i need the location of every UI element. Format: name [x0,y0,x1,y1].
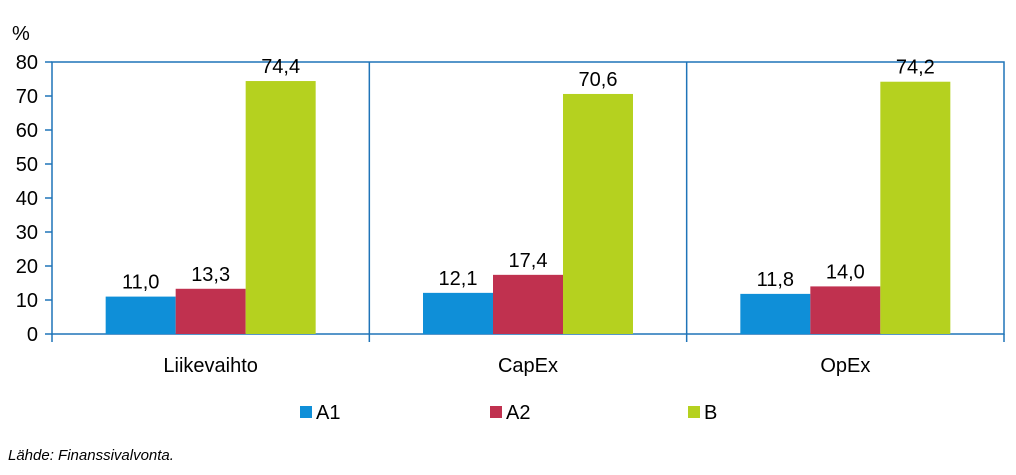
data-label: 70,6 [579,69,618,91]
data-labels: 11,0 13,3 74,4 12,1 17,4 70,6 11,8 14,0 74,2 [122,56,935,294]
legend-label: A1 [316,402,340,424]
y-tick-label: 80 [16,52,38,74]
bar-a1-opex [740,293,811,334]
legend-swatch [300,406,312,418]
bar-a2-opex [810,286,881,334]
y-tick-label: 60 [16,120,38,142]
data-label: 74,2 [896,57,935,79]
data-label: 74,4 [261,56,300,78]
bar-a2-capex [493,274,563,334]
legend-label: A2 [506,402,530,424]
source-note: Lähde: Finanssivalvonta. [8,447,174,464]
y-tick-label: 10 [16,290,38,312]
category-label: Liikevaihto [163,355,258,377]
legend-swatch [490,406,502,418]
data-label: 13,3 [191,264,230,286]
data-label: 11,0 [122,272,159,294]
y-tick-label: 70 [16,86,38,108]
y-tick-label: 40 [16,188,38,210]
bar-a1-capex [423,292,493,334]
y-tick-label: 0 [27,324,38,346]
category-label: OpEx [820,355,870,377]
bar-b-opex [880,81,951,334]
legend: A1 A2 B [300,402,717,424]
legend-label: B [704,402,717,424]
bar-a1-liikevaihto [105,296,176,334]
data-label: 14,0 [826,261,865,283]
y-tick-label: 50 [16,154,38,176]
bar-b-liikevaihto [245,81,316,334]
bar-b-capex [563,93,633,335]
y-tick-label: 30 [16,222,38,244]
x-axis: Liikevaihto CapEx OpEx [163,355,870,377]
y-axis: 0 10 20 30 40 50 60 70 80 [16,52,52,346]
data-label: 11,8 [757,269,794,291]
y-axis-unit-label: % [12,23,30,45]
legend-swatch [688,406,700,418]
data-label: 12,1 [439,268,478,290]
bar-a2-liikevaihto [175,288,246,334]
y-tick-label: 20 [16,256,38,278]
category-label: CapEx [498,355,558,377]
bars [105,81,951,335]
data-label: 17,4 [509,250,548,272]
